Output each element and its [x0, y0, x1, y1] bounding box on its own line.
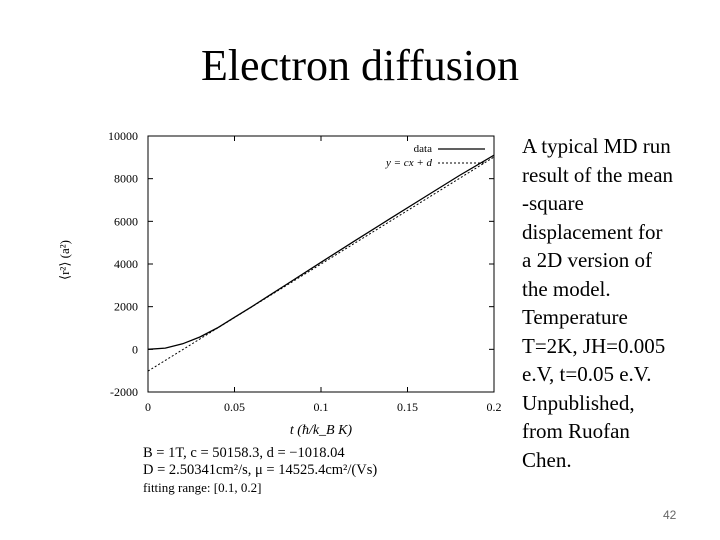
x-tick-label: 0 [145, 400, 151, 414]
msd-chart: ⟨r²⟩ (a²) 0 0.05 0.1 0.15 0.2 -2000 0 2000 4000… [57, 129, 502, 495]
y-axis-label-text: ⟨r²⟩ (a²) [57, 240, 72, 280]
caption-text: A typical MD run result of the mean -squ… [522, 132, 712, 474]
caption-line: T=2K, JH=0.005 [522, 333, 666, 358]
y-tick-label: 8000 [114, 172, 138, 186]
caption-line: from Ruofan [522, 419, 630, 443]
caption-line: Chen. [522, 447, 572, 472]
caption-line: a 2D version of [522, 248, 653, 272]
caption-line: e.V, t=0.05 e.V. [522, 362, 652, 386]
y-tick-label: 10000 [108, 129, 138, 143]
x-tick-label: 0.15 [397, 400, 418, 414]
y-tick-label: 6000 [114, 214, 138, 228]
x-tick-label: 0.05 [224, 400, 245, 414]
slide-title: Electron diffusion [200, 41, 520, 90]
y-axis-ticks: -2000 0 2000 4000 6000 8000 10000 [108, 129, 494, 399]
y-axis-label: ⟨r²⟩ (a²) [57, 240, 72, 280]
caption-line: Unpublished, [522, 390, 635, 415]
caption-line: A typical MD run [522, 134, 671, 158]
caption-line: result of the mean [522, 162, 674, 187]
x-axis-ticks: 0 0.05 0.1 0.15 0.2 [145, 136, 502, 414]
caption-line: Temperature [522, 305, 628, 329]
y-tick-label: -2000 [110, 385, 138, 399]
legend-label-fit: y = cx + d [385, 157, 432, 169]
fit-line [147, 156, 495, 372]
page-number: 42 [663, 508, 677, 522]
y-tick-label: 2000 [114, 300, 138, 314]
caption-line: the model. [522, 276, 611, 301]
y-tick-label: 0 [132, 342, 138, 356]
annotation-fit-params: B = 1T, c = 50158.3, d = −1018.04 [143, 445, 345, 461]
x-tick-label: 0.2 [487, 400, 502, 414]
series-layer [147, 154, 495, 372]
annotation-diffusion: D = 2.50341cm²/s, μ = 14525.4cm²/(Vs) [143, 462, 377, 478]
legend-label-data: data [414, 143, 432, 155]
y-tick-label: 4000 [114, 257, 138, 271]
plot-frame [147, 135, 495, 393]
caption-line: displacement for [522, 219, 663, 244]
annotation-fit-range: fitting range: [0.1, 0.2] [143, 480, 261, 495]
x-tick-label: 0.1 [314, 400, 329, 414]
data-line [147, 154, 495, 350]
x-axis-label: t (ħ/k_B K) [290, 423, 353, 438]
caption-line: -square [522, 191, 584, 215]
legend: data y = cx + d [385, 143, 485, 169]
